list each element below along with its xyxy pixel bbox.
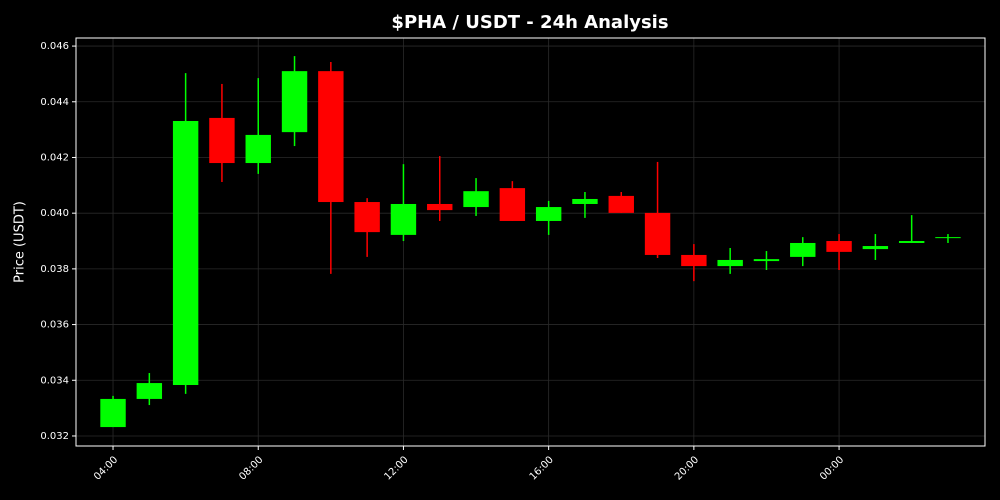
candle-body — [354, 202, 380, 233]
candle-body — [753, 259, 780, 262]
y-tick-label: 0.032 — [40, 431, 69, 442]
candle-body — [572, 198, 598, 204]
candle-body — [281, 71, 308, 133]
candle-body — [245, 134, 271, 164]
y-tick-label: 0.034 — [40, 375, 69, 386]
candle-body — [935, 237, 961, 239]
candle-body — [318, 71, 344, 203]
y-tick-label: 0.044 — [40, 97, 69, 108]
candle-body — [209, 117, 235, 164]
chart-title: $PHA / USDT - 24h Analysis — [391, 12, 668, 33]
y-tick-label: 0.042 — [40, 152, 69, 163]
candle-body — [136, 383, 163, 399]
candle-body — [390, 203, 417, 235]
candle-body — [499, 188, 526, 221]
candle-body — [172, 120, 199, 386]
plot-frame — [75, 37, 986, 447]
candle-body — [427, 203, 453, 211]
candle-body — [535, 207, 562, 221]
candle-body — [644, 212, 671, 255]
candle-body — [717, 259, 743, 267]
y-tick-label: 0.046 — [40, 41, 69, 52]
y-axis-label: Price (USDT) — [13, 201, 28, 283]
candle-body — [862, 246, 889, 250]
candle-body — [790, 242, 816, 257]
candle-body — [100, 398, 126, 428]
y-tick-label: 0.038 — [40, 264, 69, 275]
candle-body — [463, 191, 489, 208]
y-tick-label: 0.040 — [40, 208, 69, 219]
candle-body — [681, 254, 707, 267]
candle-body — [898, 241, 925, 243]
candle-body — [826, 241, 852, 252]
candle-body — [608, 195, 634, 213]
y-tick-label: 0.036 — [40, 320, 69, 331]
